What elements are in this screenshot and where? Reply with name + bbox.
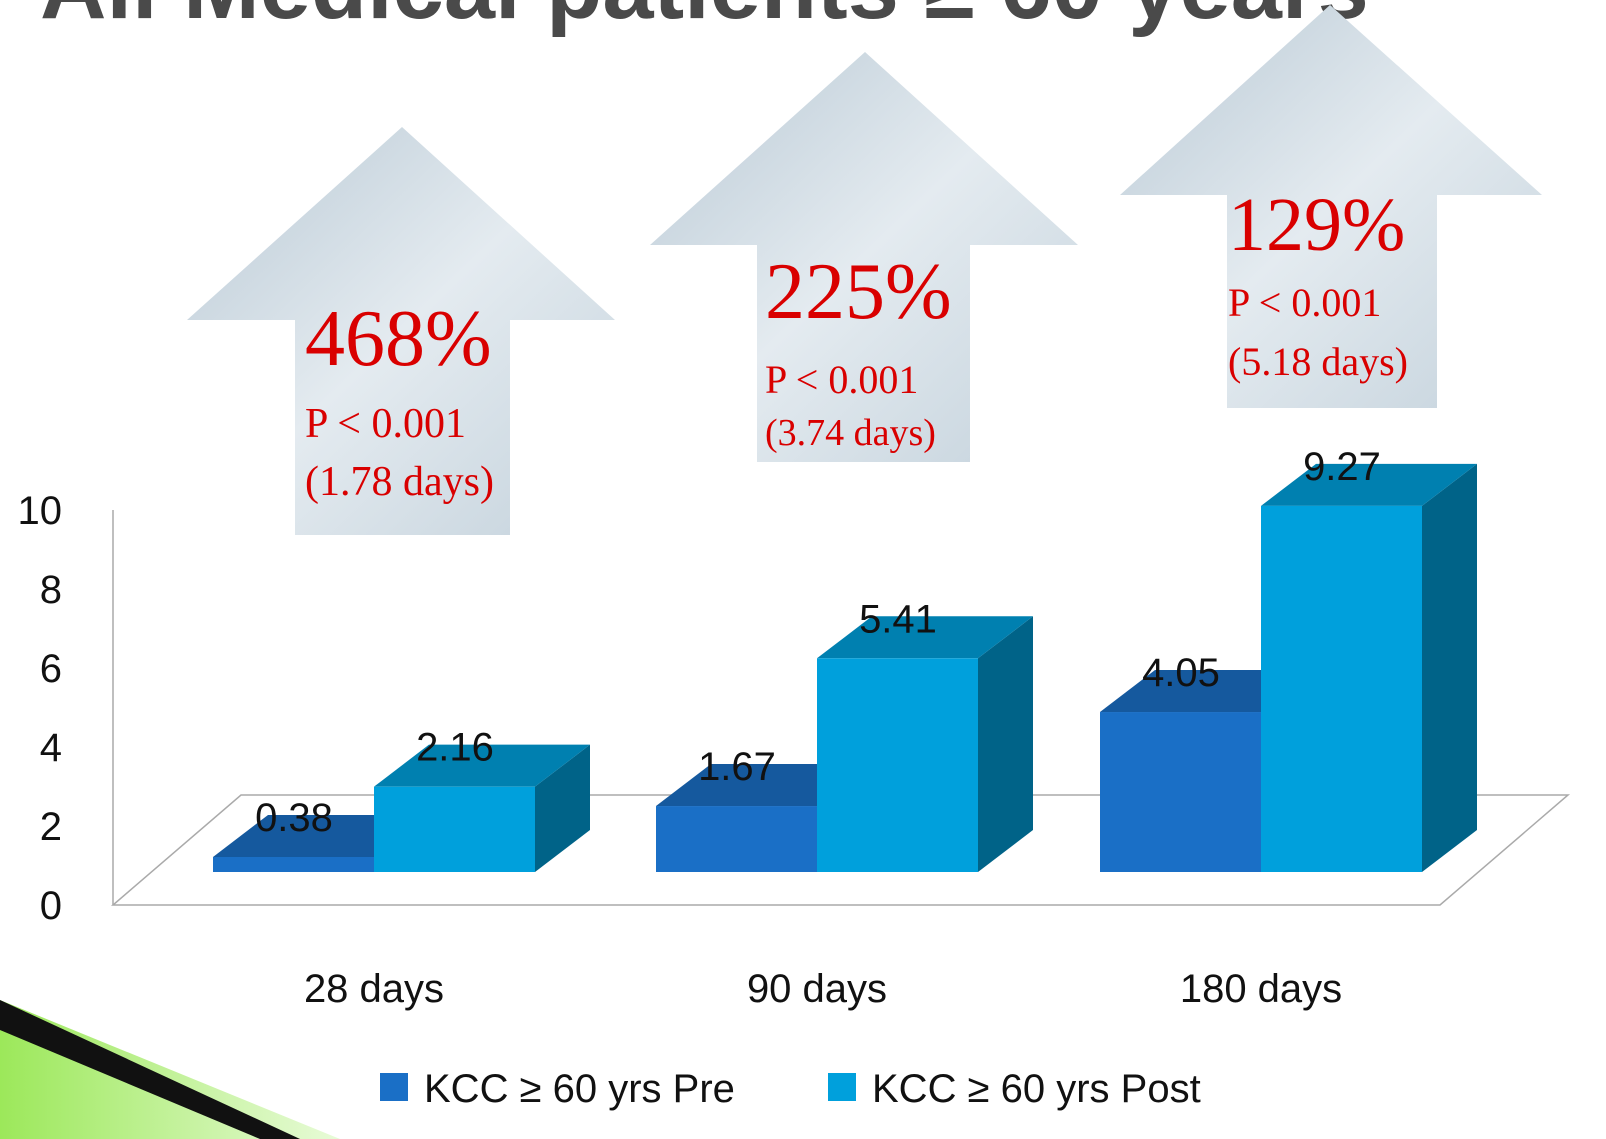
value-label: 1.67 <box>698 745 776 789</box>
annotation-days: (1.78 days) <box>305 459 494 505</box>
annotation-p: P < 0.001 <box>765 357 918 402</box>
legend-swatch <box>380 1073 408 1101</box>
swoosh <box>0 1000 340 1139</box>
legend-swatch <box>828 1073 856 1101</box>
y-tick-label: 10 <box>18 489 63 533</box>
annotation-percent: 225% <box>765 248 952 336</box>
bar-front <box>1261 506 1422 872</box>
value-label: 9.27 <box>1303 445 1381 489</box>
bar-front <box>374 787 535 872</box>
annotation-percent: 468% <box>305 295 492 383</box>
x-tick-label: 180 days <box>1180 967 1342 1011</box>
annotation-percent: 129% <box>1228 183 1405 267</box>
y-tick-label: 4 <box>40 726 62 770</box>
legend-label: KCC ≥ 60 yrs Pre <box>424 1067 735 1111</box>
chart-title: All Medical patients ≥ 60 years <box>40 0 1369 38</box>
annotation-days: (3.74 days) <box>765 412 936 454</box>
bar-side <box>978 616 1033 872</box>
bar-front <box>656 806 817 872</box>
bar-front <box>213 857 374 872</box>
chart: All Medical patients ≥ 60 years 0 2 4 6 8 10 2… <box>0 0 1606 1139</box>
bar-side <box>1422 464 1477 872</box>
bar-front <box>1100 712 1261 872</box>
annotation-p: P < 0.001 <box>1228 280 1381 325</box>
legend-label: KCC ≥ 60 yrs Post <box>872 1067 1201 1111</box>
value-label: 5.41 <box>859 597 937 641</box>
annotation-p: P < 0.001 <box>305 401 466 447</box>
annotation-days: (5.18 days) <box>1228 339 1408 384</box>
value-label: 0.38 <box>255 796 333 840</box>
y-tick-label: 6 <box>40 647 62 691</box>
x-tick-label: 28 days <box>304 967 444 1011</box>
bar-front <box>817 658 978 872</box>
y-tick-label: 0 <box>40 884 62 928</box>
x-tick-label: 90 days <box>747 967 887 1011</box>
bar <box>817 616 1033 872</box>
plot-area: 0 2 4 6 8 10 28 days 0.38 2.16 90 days 1.67 5.41 180… <box>18 183 1569 1111</box>
value-label: 2.16 <box>416 726 494 770</box>
value-label: 4.05 <box>1142 651 1220 695</box>
bar <box>1261 464 1477 872</box>
y-tick-label: 8 <box>40 568 62 612</box>
y-tick-label: 2 <box>40 805 62 849</box>
